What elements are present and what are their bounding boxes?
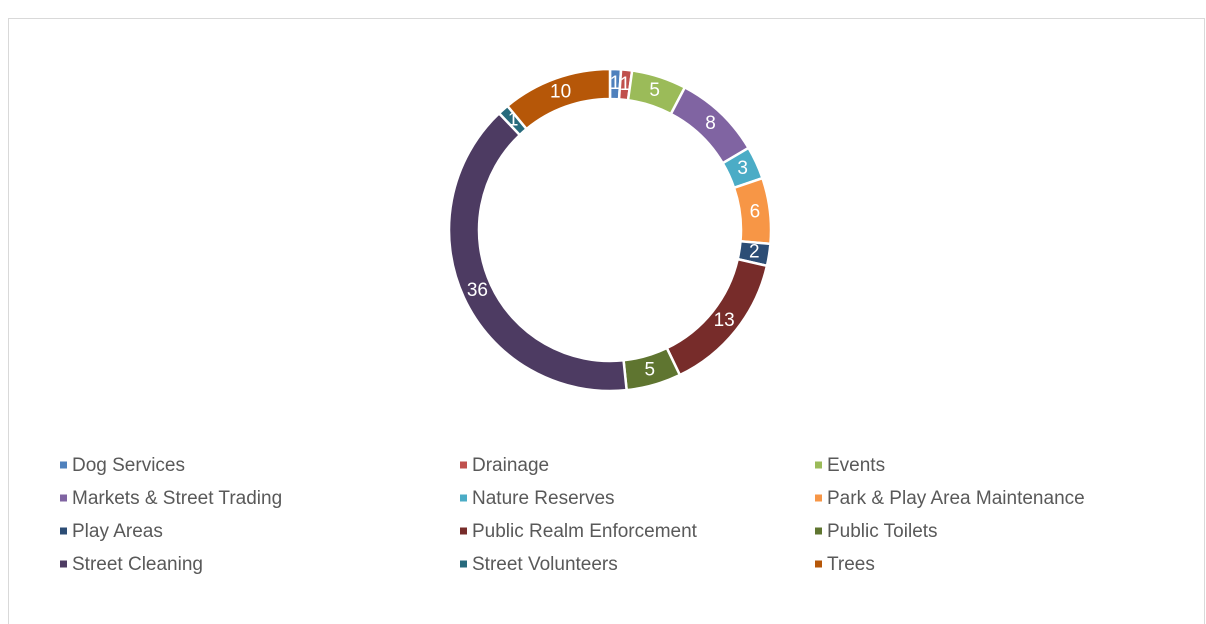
legend-label: Public Toilets	[827, 521, 938, 542]
legend-label: Dog Services	[72, 455, 185, 476]
legend-swatch	[60, 527, 67, 535]
legend-swatch	[815, 494, 822, 502]
legend-swatch	[60, 461, 67, 469]
legend-label: Trees	[827, 554, 875, 575]
legend-swatch	[815, 527, 822, 535]
donut-segment	[505, 67, 612, 131]
legend-label: Public Realm Enforcement	[472, 521, 698, 542]
data-label: 10	[550, 82, 571, 103]
data-label: 8	[705, 113, 716, 134]
data-label: 5	[649, 80, 660, 101]
chart-frame	[8, 18, 1205, 624]
data-label: 2	[749, 242, 760, 263]
legend-swatch	[60, 494, 67, 502]
data-label: 3	[737, 158, 748, 179]
legend-label: Drainage	[472, 455, 549, 476]
data-label: 6	[750, 201, 761, 222]
legend-label: Nature Reserves	[472, 488, 615, 509]
data-label: 1	[508, 110, 519, 131]
legend-label: Markets & Street Trading	[72, 488, 282, 509]
legend-swatch	[815, 560, 822, 568]
legend-swatch	[60, 560, 67, 568]
data-label: 1	[610, 73, 621, 94]
legend-swatch	[460, 560, 467, 568]
data-label: 1	[620, 74, 631, 95]
legend-label: Events	[827, 455, 885, 476]
legend-swatch	[460, 461, 467, 469]
data-label: 36	[467, 280, 488, 301]
legend-label: Street Cleaning	[72, 554, 203, 575]
legend-label: Play Areas	[72, 521, 163, 542]
data-label: 5	[645, 359, 656, 380]
legend-label: Street Volunteers	[472, 554, 618, 575]
legend-swatch	[460, 494, 467, 502]
legend-swatch	[815, 461, 822, 469]
data-label: 13	[714, 310, 735, 331]
legend-swatch	[460, 527, 467, 535]
legend-label: Park & Play Area Maintenance	[827, 488, 1085, 509]
